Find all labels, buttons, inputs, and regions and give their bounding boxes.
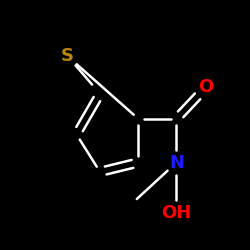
Text: N: N [169, 154, 184, 172]
Text: OH: OH [161, 204, 192, 222]
Text: O: O [198, 78, 214, 96]
Text: S: S [61, 47, 74, 65]
